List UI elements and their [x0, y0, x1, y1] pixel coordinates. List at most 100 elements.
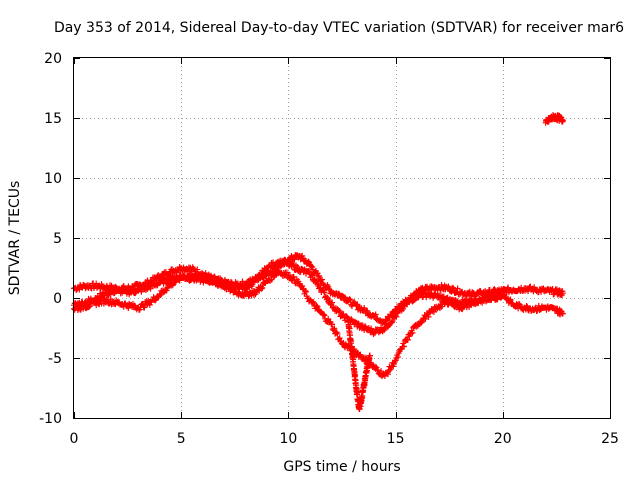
data-point — [172, 278, 179, 285]
data-point — [400, 305, 407, 312]
data-point — [384, 371, 391, 378]
data-point — [366, 352, 373, 359]
data-point — [329, 299, 336, 306]
data-point — [320, 311, 327, 318]
data-point — [309, 298, 316, 305]
data-point — [309, 266, 316, 273]
data-point — [409, 329, 416, 336]
y-tick-label: 0 — [53, 291, 62, 307]
data-point — [454, 285, 461, 292]
x-tick-label: 15 — [387, 431, 405, 447]
data-point — [346, 296, 353, 303]
data-point — [559, 117, 566, 124]
data-point — [343, 313, 350, 320]
data-point — [430, 309, 437, 316]
data-point — [165, 271, 172, 278]
data-point — [194, 266, 201, 273]
y-axis-label: SDTVAR / TECUs — [7, 181, 23, 296]
y-tick-label: 10 — [44, 171, 62, 187]
data-point — [507, 296, 514, 303]
data-point — [393, 313, 400, 320]
data-point — [491, 294, 498, 301]
x-tick-label: 5 — [177, 431, 186, 447]
data-point — [303, 288, 310, 295]
data-point — [87, 302, 94, 309]
data-point — [313, 278, 320, 285]
data-point — [208, 275, 215, 282]
data-point — [306, 268, 313, 275]
grid — [74, 58, 610, 418]
y-tick-label: 15 — [44, 111, 62, 127]
chart-title: Day 353 of 2014, Sidereal Day-to-day VTE… — [54, 20, 624, 36]
data-point — [523, 302, 530, 309]
x-tick-label: 20 — [494, 431, 512, 447]
data-point — [260, 271, 267, 278]
data-point — [389, 318, 396, 325]
data-point — [321, 312, 328, 319]
data-point — [506, 297, 513, 304]
data-point — [308, 263, 315, 270]
data-point — [299, 282, 306, 289]
x-tick-label: 25 — [601, 431, 619, 447]
data-point — [325, 285, 332, 292]
data-point — [392, 313, 399, 319]
data-point — [559, 290, 566, 297]
data-point — [548, 287, 555, 294]
data-point — [229, 285, 236, 292]
data-point — [438, 303, 445, 310]
data-point — [450, 298, 457, 305]
data-point — [459, 306, 466, 313]
data-point — [264, 267, 271, 274]
data-point — [313, 302, 320, 309]
data-point — [477, 298, 484, 305]
data-point — [374, 367, 381, 374]
data-point — [316, 272, 323, 279]
data-points — [71, 112, 566, 413]
data-point — [559, 310, 566, 317]
data-point — [302, 287, 309, 294]
data-point — [86, 303, 93, 310]
data-point — [414, 294, 421, 301]
tick-labels: 0 5 10 15 20 25 -10 -5 0 5 10 15 20 — [39, 51, 619, 447]
data-point — [310, 299, 317, 306]
y-tick-label: -5 — [48, 351, 62, 367]
data-point — [336, 307, 343, 314]
y-tick-label: 5 — [53, 231, 62, 247]
data-point — [163, 287, 170, 294]
data-point — [394, 354, 401, 361]
data-point — [161, 276, 168, 283]
data-point — [334, 330, 341, 337]
data-point — [336, 335, 343, 342]
y-tick-label: -10 — [39, 411, 62, 427]
axis-ticks — [74, 58, 611, 419]
data-point — [525, 288, 532, 295]
data-point — [286, 272, 293, 279]
data-point — [422, 315, 429, 322]
data-point — [258, 285, 265, 292]
data-point — [401, 343, 408, 350]
data-point — [364, 308, 371, 315]
data-point — [335, 290, 342, 297]
data-point — [321, 289, 328, 296]
data-point — [308, 271, 315, 278]
data-point — [319, 276, 326, 283]
data-point — [253, 277, 260, 283]
data-point — [404, 336, 411, 343]
data-point — [259, 284, 266, 291]
data-point — [331, 325, 338, 332]
data-point — [342, 294, 349, 301]
x-tick-label: 0 — [70, 431, 79, 447]
y-tick-label: 20 — [44, 51, 62, 67]
data-point — [309, 272, 316, 279]
data-point — [290, 273, 297, 280]
data-point — [245, 293, 252, 300]
data-point — [347, 297, 354, 304]
data-point — [425, 313, 432, 320]
data-point — [372, 311, 379, 318]
data-point — [378, 368, 385, 375]
x-tick-label: 10 — [279, 431, 297, 447]
x-axis-label: GPS time / hours — [283, 459, 400, 475]
data-point — [329, 321, 336, 328]
plot-frame — [73, 57, 611, 419]
